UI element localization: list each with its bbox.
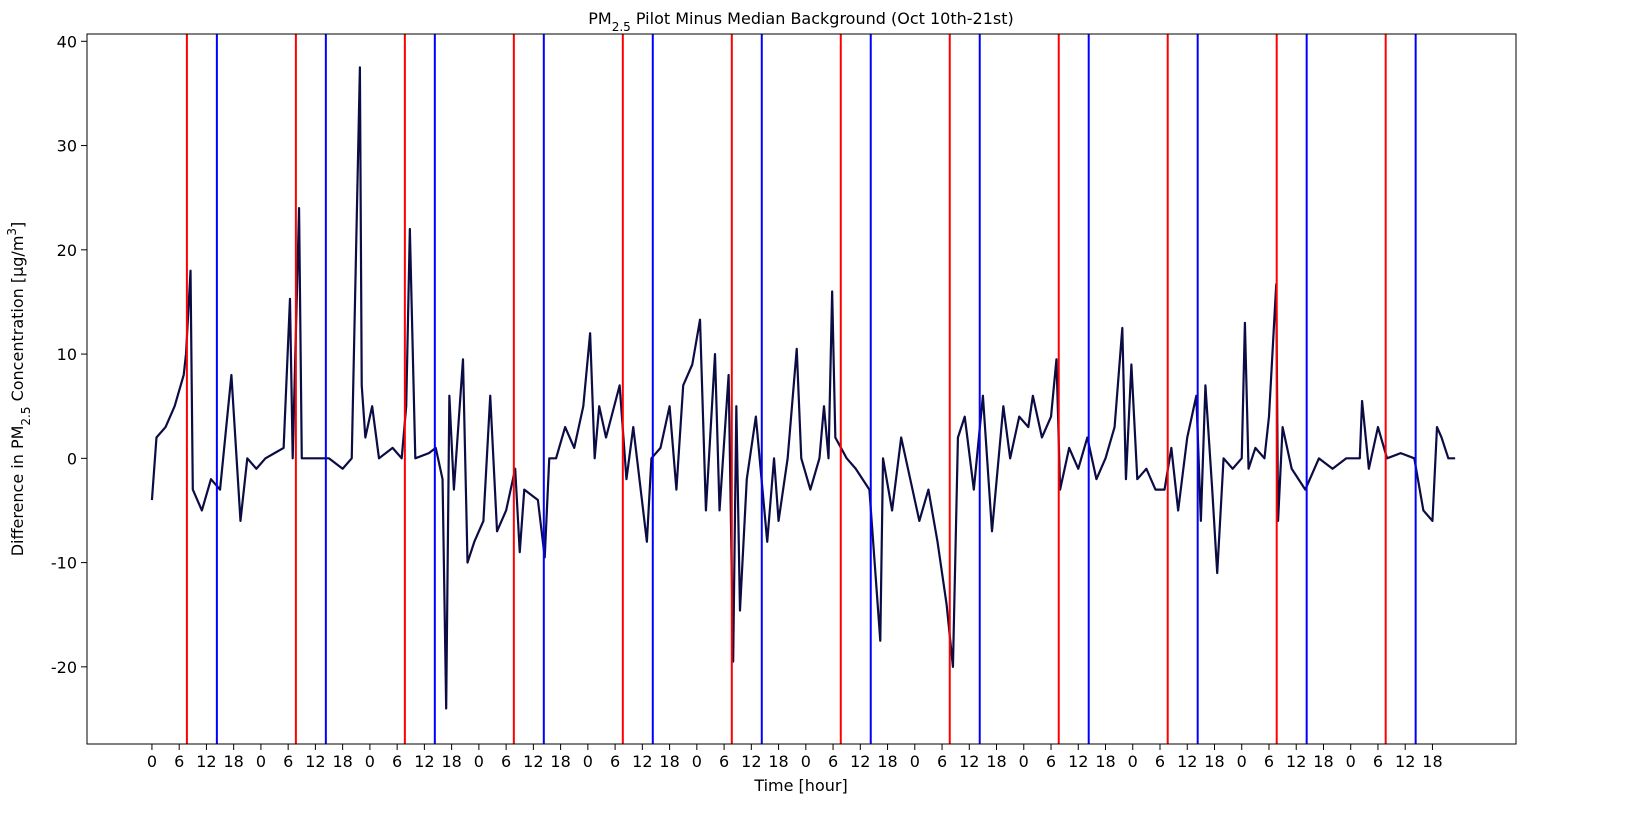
x-axis-label: Time [hour] [753, 776, 847, 795]
x-tick-label: 0 [1019, 752, 1029, 771]
data-line [150, 66, 1456, 710]
x-tick-label: 18 [550, 752, 570, 771]
plot-frame [86, 33, 1517, 745]
x-tick-label: 18 [877, 752, 897, 771]
x-tick-label: 18 [659, 752, 679, 771]
x-tick-label: 12 [1177, 752, 1197, 771]
x-tick-label: 0 [910, 752, 920, 771]
x-tick-label: 18 [1422, 752, 1442, 771]
x-tick-label: 6 [501, 752, 511, 771]
x-tick-label: 6 [1155, 752, 1165, 771]
y-label-superscript: 3 [5, 228, 19, 236]
x-tick-label: 18 [768, 752, 788, 771]
x-tick-label: 18 [1204, 752, 1224, 771]
x-tick-label: 18 [1095, 752, 1115, 771]
x-tick-label: 6 [174, 752, 184, 771]
y-axis-label: Difference in PM2.5 Concentration [μg/m3… [5, 222, 33, 557]
x-tick-label: 12 [196, 752, 216, 771]
x-tick-label: 12 [959, 752, 979, 771]
y-tick-label: 10 [57, 345, 77, 364]
x-tick-label: 0 [474, 752, 484, 771]
title-part: Pilot Minus Median Background (Oct 10th-… [631, 9, 1014, 28]
x-tick-label: 12 [1068, 752, 1088, 771]
x-tick-label: 0 [583, 752, 593, 771]
x-tick-label: 6 [1046, 752, 1056, 771]
x-tick-label: 12 [523, 752, 543, 771]
x-tick-label: 18 [441, 752, 461, 771]
x-tick-label: 6 [937, 752, 947, 771]
x-tick-label: 18 [1313, 752, 1333, 771]
y-tick-label: 30 [57, 137, 77, 156]
x-tick-label: 6 [392, 752, 402, 771]
x-tick-label: 6 [610, 752, 620, 771]
x-tick-label: 0 [1128, 752, 1138, 771]
x-tick-label: 12 [1395, 752, 1415, 771]
x-tick-label: 18 [223, 752, 243, 771]
x-tick-label: 0 [1346, 752, 1356, 771]
y-label-part: Concentration [μg/m [8, 236, 27, 407]
x-tick-label: 0 [365, 752, 375, 771]
y-label-part: ] [8, 222, 27, 228]
x-tick-label: 12 [1286, 752, 1306, 771]
chart-title: PM2.5 Pilot Minus Median Background (Oct… [588, 9, 1014, 34]
y-tick-label: -20 [51, 658, 77, 677]
y-tick-label: -10 [51, 554, 77, 573]
x-tick-label: 0 [256, 752, 266, 771]
x-tick-label: 0 [801, 752, 811, 771]
y-tick-label: 40 [57, 32, 77, 51]
x-tick-label: 0 [147, 752, 157, 771]
x-tick-label: 6 [1373, 752, 1383, 771]
x-tick-label: 0 [1237, 752, 1247, 771]
y-label-subscript: 2.5 [19, 407, 33, 426]
x-tick-label: 12 [414, 752, 434, 771]
y-tick-label: 20 [57, 241, 77, 260]
x-tick-label: 12 [850, 752, 870, 771]
title-part: PM [588, 9, 611, 28]
x-tick-label: 0 [692, 752, 702, 771]
x-tick-label: 12 [741, 752, 761, 771]
y-tick-label: 0 [67, 449, 77, 468]
x-tick-label: 12 [632, 752, 652, 771]
x-tick-label: 6 [828, 752, 838, 771]
x-tick-label: 6 [719, 752, 729, 771]
x-tick-label: 12 [305, 752, 325, 771]
x-tick-label: 18 [986, 752, 1006, 771]
title-subscript: 2.5 [612, 20, 631, 34]
x-tick-label: 6 [283, 752, 293, 771]
y-label-part: Difference in PM [8, 426, 27, 557]
x-tick-label: 18 [332, 752, 352, 771]
x-tick-label: 6 [1264, 752, 1274, 771]
